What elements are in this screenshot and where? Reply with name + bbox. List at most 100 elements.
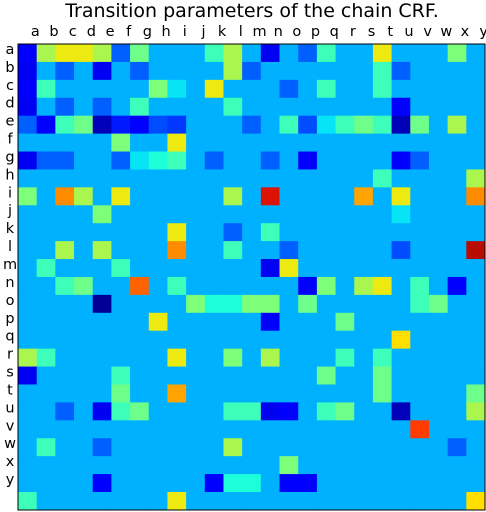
heatmap-cell <box>130 492 150 511</box>
heatmap-cell <box>466 276 486 296</box>
heatmap-cell <box>447 438 467 457</box>
heatmap-cell <box>130 456 150 475</box>
heatmap-cell <box>354 97 374 117</box>
heatmap-cell <box>242 294 262 314</box>
heatmap-cell <box>186 133 206 152</box>
x-tick-label: b <box>49 24 58 40</box>
heatmap-cell <box>186 223 206 242</box>
heatmap-cell <box>55 348 75 367</box>
heatmap-cell <box>74 169 94 188</box>
heatmap-cell <box>447 366 467 385</box>
heatmap-cell <box>186 474 206 493</box>
y-tick-label: t <box>7 382 13 398</box>
heatmap-cell <box>186 438 206 457</box>
heatmap-cell <box>111 276 131 296</box>
heatmap-cell <box>204 384 224 403</box>
heatmap-cell <box>186 420 206 439</box>
heatmap-cell <box>354 187 374 206</box>
heatmap-cell <box>55 474 75 493</box>
heatmap-cell <box>186 79 206 99</box>
heatmap-cell <box>410 115 430 134</box>
heatmap-cell <box>18 294 38 314</box>
heatmap-cell <box>223 97 243 117</box>
heatmap-cell <box>92 205 112 224</box>
heatmap-cell <box>167 438 187 457</box>
heatmap-cell <box>36 474 56 493</box>
heatmap-cell <box>279 438 299 457</box>
heatmap-cell <box>298 438 318 457</box>
heatmap-cell <box>447 330 467 350</box>
x-tick-label: u <box>404 24 413 40</box>
heatmap-cell <box>260 79 280 99</box>
heatmap-cell <box>372 384 392 403</box>
y-tick-label: d <box>5 96 14 112</box>
heatmap-cell <box>335 330 355 350</box>
heatmap-cell <box>167 97 187 117</box>
heatmap-cell <box>92 276 112 296</box>
heatmap-cell <box>260 133 280 152</box>
heatmap-cell <box>242 205 262 224</box>
heatmap-cell <box>335 241 355 260</box>
heatmap-cell <box>242 44 262 63</box>
heatmap-cell <box>354 169 374 188</box>
heatmap-cell <box>74 492 94 511</box>
heatmap-cell <box>111 402 131 421</box>
heatmap-cell <box>372 456 392 475</box>
heatmap-cell <box>316 187 336 206</box>
heatmap-cell <box>354 276 374 296</box>
heatmap-cell <box>55 115 75 134</box>
heatmap-cell <box>148 79 168 99</box>
heatmap-cell <box>223 348 243 367</box>
heatmap-cell <box>391 79 411 99</box>
heatmap-cell <box>298 312 318 332</box>
heatmap-cell <box>335 492 355 511</box>
heatmap-cell <box>372 312 392 332</box>
heatmap-cell <box>111 348 131 367</box>
heatmap-cell <box>335 348 355 367</box>
heatmap-cell <box>186 44 206 63</box>
heatmap-cell <box>18 205 38 224</box>
heatmap-cell <box>372 241 392 260</box>
heatmap-cell <box>316 366 336 385</box>
heatmap-cell <box>55 420 75 439</box>
heatmap-cell <box>447 402 467 421</box>
heatmap-cell <box>279 79 299 99</box>
heatmap-cell <box>111 438 131 457</box>
heatmap-cell <box>186 384 206 403</box>
heatmap-cell <box>466 97 486 117</box>
heatmap-cell <box>223 294 243 314</box>
heatmap-cell <box>372 492 392 511</box>
heatmap-cell <box>167 241 187 260</box>
heatmap-cell <box>74 456 94 475</box>
heatmap-cell <box>391 312 411 332</box>
heatmap-cell <box>391 420 411 439</box>
heatmap-cell <box>130 474 150 493</box>
heatmap-cell <box>260 61 280 81</box>
heatmap-cell <box>260 330 280 350</box>
heatmap-cell <box>428 330 449 350</box>
heatmap-cell <box>316 456 336 475</box>
heatmap-cell <box>316 348 336 367</box>
heatmap-cell <box>204 420 224 439</box>
plot-frame <box>17 43 486 511</box>
heatmap-cell <box>428 133 449 152</box>
heatmap-cell <box>335 259 355 278</box>
heatmap-cell <box>167 366 187 385</box>
heatmap-cell <box>36 294 56 314</box>
heatmap-cell <box>428 456 449 475</box>
heatmap-cell <box>335 456 355 475</box>
y-tick-label: a <box>6 42 15 58</box>
heatmap-cell <box>298 420 318 439</box>
heatmap-cell <box>335 205 355 224</box>
heatmap-cell <box>260 348 280 367</box>
heatmap-cell <box>223 133 243 152</box>
heatmap-cell <box>186 348 206 367</box>
heatmap-cell <box>447 79 467 99</box>
heatmap-cell <box>55 133 75 152</box>
heatmap-cell <box>391 115 411 134</box>
heatmap-cell <box>372 61 392 81</box>
heatmap-cell <box>354 223 374 242</box>
heatmap-cell <box>354 492 374 511</box>
heatmap-cell <box>204 79 224 99</box>
heatmap-cell <box>55 61 75 81</box>
